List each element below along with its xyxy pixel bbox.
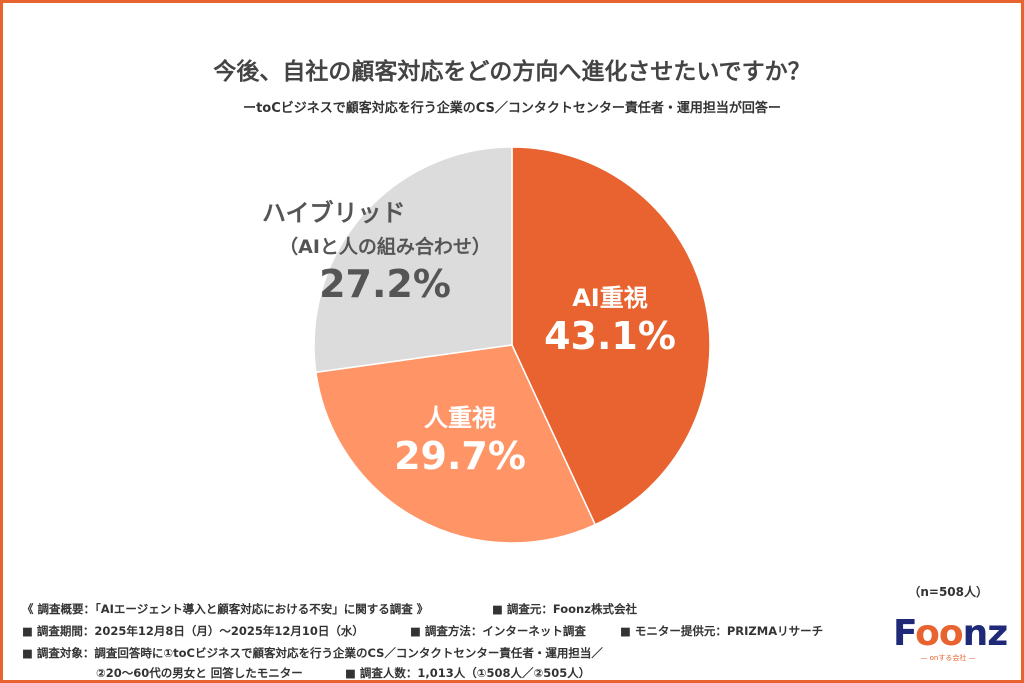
sample-size: （n=508人） [908,585,988,599]
pie-slice-1 [315,344,597,544]
slice-sublabel-hybrid: （AIと人の組み合わせ） [279,236,491,258]
footer-period: ■ 調査期間：2025年12月8日（月）～2025年12月10日（水） [22,624,364,638]
slice-label-human: 人重視 29.7% [390,398,530,479]
foonz-logo: Foonz — onする会社 — [893,613,1008,663]
footer-count: ■ 調査人数：1,013人（①508人／②505人） [345,666,591,680]
footer-method: ■ 調査方法：インターネット調査 [410,624,586,638]
pie-slice-0 [511,146,711,526]
pie-slice-2 [313,146,513,374]
slice-name-ai: AI重視 [572,284,648,312]
slice-value-ai: 43.1% [544,314,676,358]
slice-label-hybrid: ハイブリッド （AIと人の組み合わせ） 27.2% [250,193,520,309]
footer-source: ■ 調査元：Foonz株式会社 [492,602,637,616]
logo-wordmark: Foonz [893,613,1008,654]
slice-label-ai: AI重視 43.1% [540,278,680,359]
slice-name-human: 人重視 [424,404,496,432]
logo-tagline-text: onする会社 [929,654,967,662]
footer-provider: ■ モニター提供元：PRIZMAリサーチ [620,624,824,638]
slice-value-hybrid: 27.2% [319,262,451,306]
chart-title: 今後、自社の顧客対応をどの方向へ進化させたいですか？ [213,59,811,85]
slice-name-hybrid: ハイブリッド [262,199,406,227]
slice-value-human: 29.7% [394,434,526,478]
footer-overview: 《 調査概要：「AIエージェント導入と顧客対応における不安」に関する調査 》 [22,602,429,616]
footer-target: ■ 調査対象：調査回答時に①toCビジネスで顧客対応を行う企業のCS／コンタクト… [22,646,603,660]
footer-target-2: ②20～60代の男女と 回答したモニター [96,666,303,680]
logo-tagline: — onする会社 — [920,654,976,662]
chart-subtitle: ーtoCビジネスで顧客対応を行う企業のCS／コンタクトセンター責任者・運用担当が… [243,101,781,116]
